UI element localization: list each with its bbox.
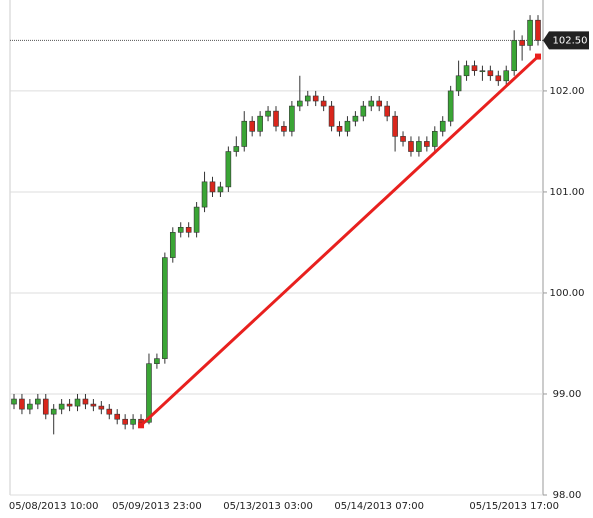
trend-line xyxy=(140,55,540,427)
candle-body xyxy=(130,418,136,425)
candle-body xyxy=(535,19,541,41)
x-tick-label: 05/15/2013 17:00 xyxy=(469,501,559,512)
candle-body xyxy=(146,363,152,423)
x-tick-label: 05/09/2013 23:00 xyxy=(112,501,202,512)
candle-body xyxy=(495,75,502,82)
candle-body xyxy=(122,418,128,425)
candle-body xyxy=(368,100,375,107)
last-price-tag xyxy=(543,31,589,50)
trend-handle xyxy=(138,422,145,429)
candle-body xyxy=(50,408,57,415)
x-tick-label: 05/13/2013 03:00 xyxy=(223,501,313,512)
candle-body xyxy=(162,257,168,359)
candle-body xyxy=(344,120,351,132)
candle-body xyxy=(424,141,430,147)
y-tick-label: 99.00 xyxy=(553,389,582,400)
y-tick-label: 102.00 xyxy=(550,86,585,97)
candle-body xyxy=(19,398,25,410)
candle-body xyxy=(201,181,208,208)
candle-body xyxy=(11,398,17,405)
candle-body xyxy=(312,95,319,102)
candle-body xyxy=(66,403,73,407)
candle-body xyxy=(138,418,144,423)
candle-body xyxy=(408,141,414,152)
candle-body xyxy=(35,398,41,405)
candle-body xyxy=(233,146,240,152)
candle-body xyxy=(257,115,263,132)
candle-body xyxy=(98,405,105,410)
candle-body xyxy=(90,403,97,407)
candle-body xyxy=(352,115,359,122)
candle-body xyxy=(74,398,81,407)
candle-body xyxy=(281,125,287,132)
candle-body xyxy=(527,19,533,46)
y-tick-label: 98.00 xyxy=(553,490,582,501)
y-tick-label: 101.00 xyxy=(550,187,585,198)
x-tick-label: 05/08/2013 10:00 xyxy=(9,501,99,512)
candle-body xyxy=(169,232,176,258)
candle-body xyxy=(447,90,454,122)
candle-body xyxy=(320,100,327,107)
candle-body xyxy=(439,120,446,132)
candle-body xyxy=(289,105,295,132)
candle-body xyxy=(209,181,216,193)
candle-body xyxy=(82,398,89,405)
candle-body xyxy=(416,141,422,152)
candle-body xyxy=(114,413,121,420)
candle-body xyxy=(273,110,279,127)
candle-body xyxy=(328,105,335,127)
trend-handle xyxy=(535,53,541,60)
candle-body xyxy=(217,186,224,193)
candle-body xyxy=(400,136,406,142)
candle-body xyxy=(479,70,486,73)
candle-body xyxy=(249,120,255,132)
candle-body xyxy=(177,226,184,233)
candle-body xyxy=(58,403,65,410)
candle-body xyxy=(106,408,113,415)
candle-body xyxy=(503,70,510,82)
candle-body xyxy=(392,115,398,137)
candle-body xyxy=(185,226,192,233)
candle-body xyxy=(519,40,525,46)
candle-body xyxy=(154,358,160,364)
candle-body xyxy=(487,70,494,77)
candle-body xyxy=(471,65,478,72)
candle-body xyxy=(336,125,343,132)
candle-body xyxy=(431,131,438,147)
candle-body xyxy=(265,110,271,117)
candle-body xyxy=(193,206,200,233)
candle-body xyxy=(455,75,462,92)
candle-body xyxy=(42,398,49,415)
candle-body xyxy=(27,403,33,410)
candle-body xyxy=(463,65,470,77)
candle-body xyxy=(384,105,390,117)
candle-body xyxy=(297,100,303,107)
candle-body xyxy=(376,100,383,107)
candle-body xyxy=(225,151,232,188)
candle-body xyxy=(360,105,367,117)
candle-body xyxy=(241,120,248,147)
last-price-label: 102.50 xyxy=(553,35,588,46)
candle-body xyxy=(304,95,311,102)
candle-body xyxy=(511,40,517,72)
y-tick-label: 100.00 xyxy=(550,288,585,299)
x-tick-label: 05/14/2013 07:00 xyxy=(334,501,424,512)
